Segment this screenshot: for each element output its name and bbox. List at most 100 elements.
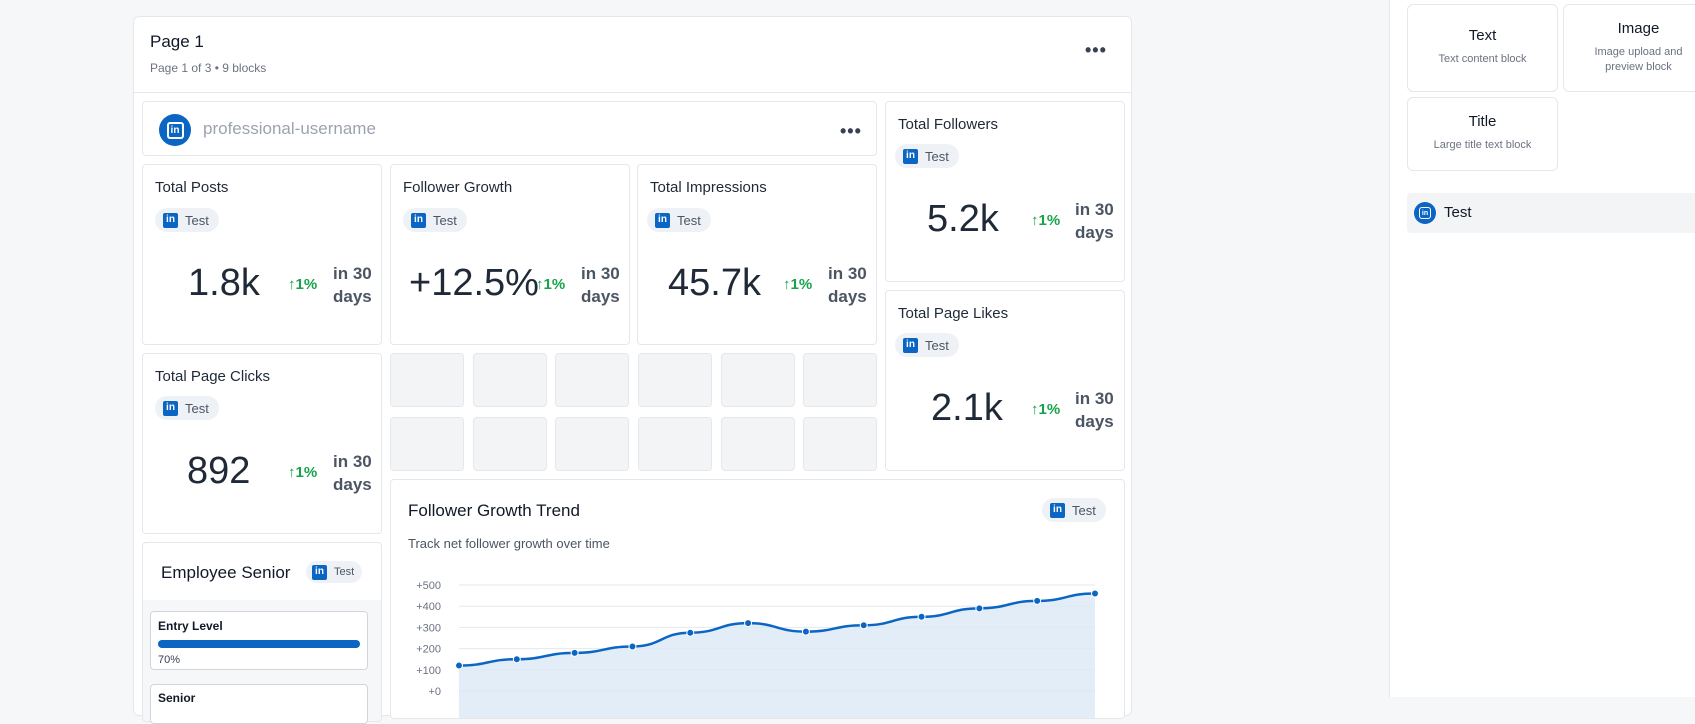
linkedin-icon: in [1050, 502, 1065, 518]
empty-slot[interactable] [638, 417, 712, 471]
data-point [801, 627, 810, 636]
metric-title: Total Impressions [650, 179, 767, 196]
data-point [512, 655, 521, 664]
metric-title: Total Posts [155, 179, 229, 196]
employee-seniority-block[interactable]: Employee Senior in Test Entry Level 70% S… [142, 542, 382, 724]
data-point [628, 642, 637, 651]
source-tag: in Test [306, 561, 363, 583]
follower-growth-chart-block[interactable]: Follower Growth Trend Track net follower… [390, 479, 1125, 719]
tool-title: Title [1468, 113, 1497, 130]
trend-up: ↑1% [536, 276, 566, 293]
metric-card-total-page-clicks[interactable]: Total Page Clicks in Test 892 ↑1% in 30 da… [142, 353, 382, 534]
page-title: Page 1 [150, 32, 204, 51]
metric-card-total-impressions[interactable]: Total Impressions in Test 45.7k ↑1% in 30… [637, 164, 877, 345]
page-header: Page 1 Page 1 of 3 • 9 blocks ••• [134, 17, 1131, 93]
y-tick-label: +300 [416, 622, 441, 634]
account-item-test[interactable]: in Test [1407, 193, 1695, 233]
metric-period: in 30 days [1075, 200, 1114, 242]
account-label: Test [1444, 204, 1472, 221]
source-tag: in Test [403, 208, 467, 232]
y-tick-label: +500 [416, 580, 441, 592]
metric-value: +12.5% [409, 262, 539, 304]
trend-up: ↑1% [288, 464, 318, 481]
empty-slot[interactable] [803, 417, 877, 471]
empty-slot[interactable] [390, 417, 464, 471]
linkedin-icon: in [411, 212, 426, 228]
metric-card-total-followers[interactable]: Total Followers in Test 5.2k ↑1% in 30 day… [885, 101, 1125, 282]
block-library-panel: Text Text content block Image Image uplo… [1389, 0, 1695, 697]
image-block-tool[interactable]: Image Image upload and preview block [1563, 4, 1695, 92]
metric-value: 5.2k [927, 198, 999, 240]
username-input[interactable]: professional-username [203, 119, 376, 138]
linkedin-icon: in [903, 337, 918, 353]
empty-slot[interactable] [803, 353, 877, 407]
empty-slot[interactable] [555, 417, 629, 471]
arrow-up-icon: ↑ [783, 276, 791, 293]
data-point [917, 612, 926, 621]
empty-slot[interactable] [390, 353, 464, 407]
metric-value: 892 [187, 450, 251, 492]
source-tag: in Test [895, 333, 959, 357]
metric-value: 45.7k [668, 262, 761, 304]
trend-up: ↑1% [1031, 401, 1061, 418]
metric-value: 2.1k [931, 387, 1003, 429]
metric-card-follower-growth[interactable]: Follower Growth in Test +12.5% ↑1% in 30 d… [390, 164, 630, 345]
data-point [1033, 596, 1042, 605]
profile-block: in professional-username ••• [142, 101, 877, 156]
data-point [455, 661, 463, 670]
metric-title: Total Page Clicks [155, 368, 271, 385]
empty-slot[interactable] [555, 353, 629, 407]
y-tick-label: +200 [416, 644, 441, 656]
y-tick-label: +100 [416, 665, 441, 677]
metric-title: Total Followers [898, 116, 999, 133]
source-tag: in Test [1042, 498, 1106, 522]
metric-period: in 30 days [581, 264, 620, 306]
linkedin-icon: in [903, 148, 918, 164]
linkedin-icon: in [312, 564, 327, 580]
bar-percent: 70% [158, 654, 181, 666]
chart-subtitle: Track net follower growth over time [408, 536, 610, 551]
trend-up: ↑1% [288, 276, 318, 293]
page-subtitle: Page 1 of 3 • 9 blocks [150, 61, 267, 75]
metric-value: 1.8k [188, 262, 260, 304]
arrow-up-icon: ↑ [288, 464, 296, 481]
text-block-tool[interactable]: Text Text content block [1407, 4, 1558, 92]
seniority-bar-entry: Entry Level 70% [150, 611, 368, 670]
tool-desc: Text content block [1438, 53, 1527, 65]
y-tick-label: +400 [416, 601, 441, 613]
linkedin-icon: in [655, 212, 670, 228]
trend-up: ↑1% [1031, 212, 1061, 229]
chart-plot: +500 +400 +300 +200 +100 +0 [416, 580, 1099, 718]
profile-more-button[interactable]: ••• [840, 121, 862, 141]
metric-period: in 30 days [828, 264, 867, 306]
employee-title: Employee Senior [161, 563, 291, 582]
progress-fill [158, 640, 360, 648]
arrow-up-icon: ↑ [1031, 212, 1039, 229]
page-more-button[interactable]: ••• [1085, 40, 1107, 60]
arrow-up-icon: ↑ [536, 276, 544, 293]
data-point [859, 621, 868, 630]
metric-title: Total Page Likes [898, 305, 1009, 322]
trend-up: ↑1% [783, 276, 813, 293]
metric-period: in 30 days [333, 452, 372, 494]
empty-slot[interactable] [721, 353, 795, 407]
data-point [570, 648, 579, 657]
empty-slot[interactable] [721, 417, 795, 471]
empty-slot[interactable] [638, 353, 712, 407]
linkedin-icon: in [163, 400, 178, 416]
metric-period: in 30 days [333, 264, 372, 306]
tool-desc: Image upload and preview block [1594, 46, 1683, 73]
metric-card-total-page-likes[interactable]: Total Page Likes in Test 2.1k ↑1% in 30 da… [885, 290, 1125, 471]
progress-track [158, 640, 360, 648]
empty-slot[interactable] [473, 417, 547, 471]
empty-slot[interactable] [473, 353, 547, 407]
metric-card-total-posts[interactable]: Total Posts in Test 1.8k ↑1% in 30 days [142, 164, 382, 345]
metric-title: Follower Growth [403, 179, 513, 196]
chart-title: Follower Growth Trend [408, 501, 580, 520]
bar-label: Senior [158, 691, 196, 705]
source-tag: in Test [155, 208, 219, 232]
seniority-bar-senior: Senior [150, 684, 368, 724]
linkedin-icon: in [163, 212, 178, 228]
title-block-tool[interactable]: Title Large title text block [1407, 97, 1558, 171]
tool-title: Text [1468, 27, 1497, 44]
